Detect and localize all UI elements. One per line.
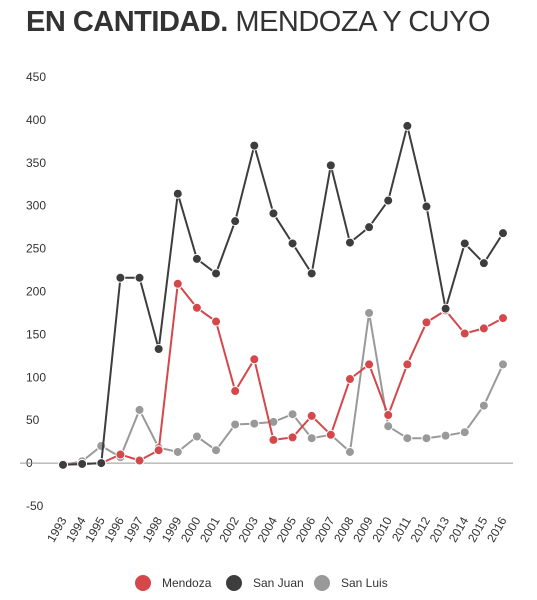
data-point-san-luis xyxy=(230,419,241,430)
data-point-mendoza xyxy=(268,434,279,445)
data-point-san-juan xyxy=(325,160,336,171)
chart-title-rest: MENDOZA Y CUYO xyxy=(235,6,491,38)
y-tick-label: 50 xyxy=(26,413,40,427)
data-point-san-luis xyxy=(440,430,451,441)
data-point-mendoza xyxy=(211,316,222,327)
legend-marker-mendoza xyxy=(135,575,151,591)
data-point-san-juan xyxy=(459,238,470,249)
data-point-san-juan xyxy=(115,272,126,283)
legend-marker-san-luis xyxy=(314,575,330,591)
data-point-san-juan xyxy=(249,140,260,151)
data-point-mendoza xyxy=(306,410,317,421)
data-point-mendoza xyxy=(421,317,432,328)
data-point-san-luis xyxy=(383,421,394,432)
data-point-san-juan xyxy=(440,303,451,314)
data-point-san-juan xyxy=(172,188,183,199)
data-point-mendoza xyxy=(230,386,241,397)
x-tick-label: 2016 xyxy=(484,514,510,544)
data-point-san-juan xyxy=(58,459,68,470)
legend-label-san-luis: San Luis xyxy=(341,576,388,590)
data-point-mendoza xyxy=(459,328,470,339)
data-point-mendoza xyxy=(344,374,355,385)
data-point-san-luis xyxy=(459,427,470,438)
y-tick-label: 450 xyxy=(26,70,46,84)
data-point-san-luis xyxy=(172,446,183,457)
data-point-mendoza xyxy=(498,313,508,324)
y-tick-label: 200 xyxy=(26,285,46,299)
data-point-san-luis xyxy=(344,446,355,457)
legend-label-san-juan: San Juan xyxy=(253,576,304,590)
chart-title: EN CANTIDAD. MENDOZA Y CUYO xyxy=(26,6,491,39)
y-tick-label: 300 xyxy=(26,199,46,213)
data-point-mendoza xyxy=(172,278,183,289)
data-point-mendoza xyxy=(134,455,145,466)
y-tick-label: -50 xyxy=(26,499,44,513)
data-point-san-luis xyxy=(287,409,298,420)
y-tick-label: 100 xyxy=(26,370,46,384)
data-point-mendoza xyxy=(402,359,413,370)
data-point-mendoza xyxy=(249,354,260,365)
chart-title-bold: EN CANTIDAD. xyxy=(26,6,228,38)
data-point-san-juan xyxy=(153,343,164,354)
data-point-mendoza xyxy=(153,445,164,456)
data-point-san-luis xyxy=(134,404,145,415)
legend-marker-san-juan xyxy=(226,575,242,591)
data-point-san-juan xyxy=(421,201,432,212)
data-point-mendoza xyxy=(478,323,489,334)
data-point-san-juan xyxy=(77,458,88,469)
y-tick-label: 350 xyxy=(26,156,46,170)
data-point-san-juan xyxy=(96,458,107,469)
data-point-mendoza xyxy=(325,429,336,440)
data-point-san-juan xyxy=(478,258,489,269)
data-point-mendoza xyxy=(287,432,298,443)
data-point-san-juan xyxy=(364,222,375,233)
data-point-mendoza xyxy=(383,410,394,421)
y-tick-label: 250 xyxy=(26,242,46,256)
data-point-san-luis xyxy=(364,307,375,318)
legend-label-mendoza: Mendoza xyxy=(162,576,212,590)
data-point-san-luis xyxy=(478,400,489,411)
data-point-san-juan xyxy=(268,208,279,219)
x-tick-label: 2010 xyxy=(369,514,395,544)
data-point-mendoza xyxy=(115,449,126,460)
data-point-san-juan xyxy=(498,228,508,239)
data-point-san-juan xyxy=(191,253,202,264)
series-line-san-luis xyxy=(62,311,504,466)
data-point-san-luis xyxy=(498,359,508,370)
data-point-san-luis xyxy=(306,433,317,444)
data-point-san-juan xyxy=(383,195,394,206)
data-point-san-luis xyxy=(96,440,107,451)
data-point-mendoza xyxy=(191,302,202,313)
data-point-san-luis xyxy=(191,431,202,442)
data-point-san-juan xyxy=(402,120,413,131)
data-point-mendoza xyxy=(364,359,375,370)
data-point-san-juan xyxy=(287,238,298,249)
data-point-san-juan xyxy=(306,268,317,279)
data-point-san-luis xyxy=(421,433,432,444)
data-point-san-juan xyxy=(134,272,145,283)
y-tick-label: 400 xyxy=(26,113,46,127)
data-point-san-luis xyxy=(402,433,413,444)
y-tick-label: 150 xyxy=(26,327,46,341)
data-point-san-luis xyxy=(211,445,222,456)
data-point-san-luis xyxy=(249,418,260,429)
series-line-san-juan xyxy=(62,124,504,466)
data-point-san-juan xyxy=(230,216,241,227)
data-point-san-juan xyxy=(344,237,355,248)
data-point-san-juan xyxy=(211,268,222,279)
